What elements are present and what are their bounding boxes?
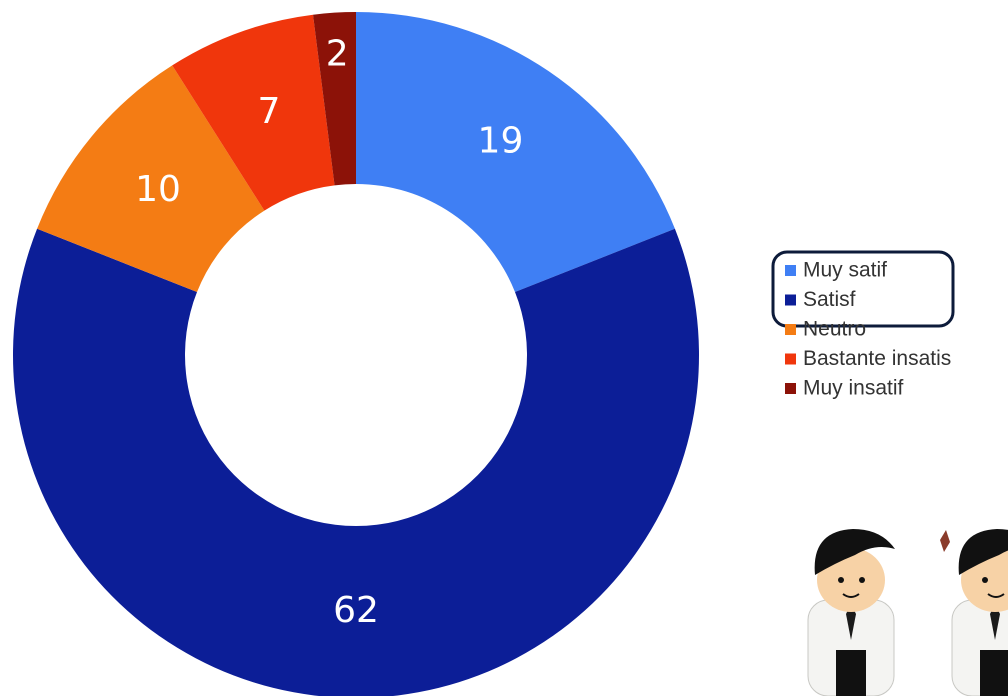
eye <box>982 577 988 583</box>
legend-swatch <box>785 265 796 276</box>
legend-label: Muy insatif <box>803 377 904 400</box>
legend-label: Satisf <box>803 288 856 311</box>
slice-label: 2 <box>326 34 349 75</box>
trousers <box>836 650 866 696</box>
slice <box>313 12 356 186</box>
scissors <box>940 530 950 552</box>
slice <box>172 14 335 211</box>
eye <box>838 577 844 583</box>
figure <box>807 529 895 696</box>
legend-swatch <box>785 383 796 394</box>
legend-swatch <box>785 324 796 335</box>
legend-highlight <box>771 250 955 328</box>
slice-label: 10 <box>135 169 181 210</box>
slice <box>356 12 675 293</box>
mouth <box>842 593 860 598</box>
legend-label: Muy satif <box>803 259 887 282</box>
legend-label: Bastante insatis <box>803 347 951 370</box>
figure <box>940 529 1008 696</box>
hair <box>814 529 895 575</box>
legend-label: Neutro <box>803 318 866 341</box>
donut: 19 62 10 7 2 <box>13 12 699 696</box>
hair <box>958 529 1008 575</box>
tie <box>846 604 856 640</box>
mouth <box>987 593 1005 598</box>
slice-label: 19 <box>478 120 524 161</box>
illustration <box>807 529 1008 696</box>
slice <box>37 65 265 293</box>
tie <box>990 604 1000 640</box>
slice-label: 62 <box>333 590 379 631</box>
legend-swatch <box>785 294 796 306</box>
trousers <box>980 650 1008 696</box>
legend-swatch <box>785 353 796 365</box>
slice <box>13 228 699 696</box>
slice-label: 7 <box>257 91 280 132</box>
eye <box>859 577 865 583</box>
